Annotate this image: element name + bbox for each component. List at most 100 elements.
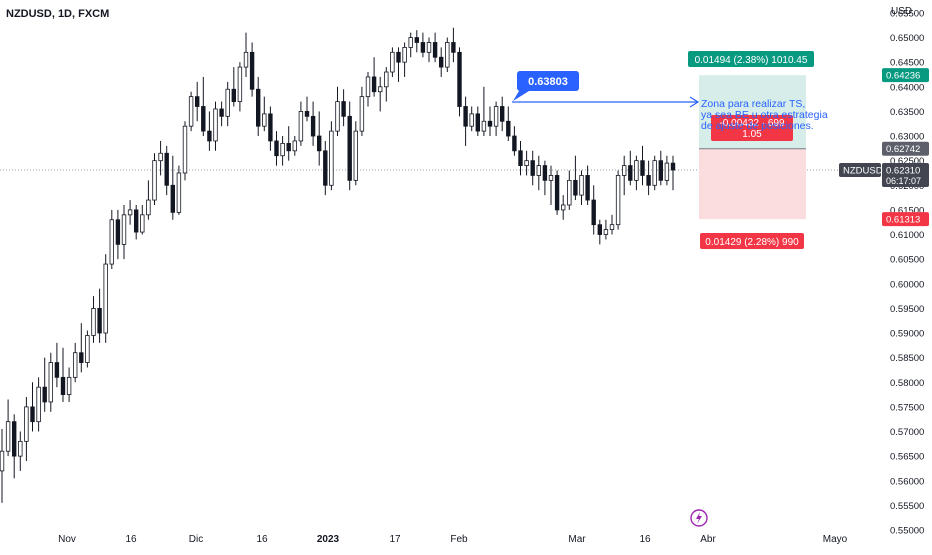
candle-body-down <box>432 42 438 58</box>
price-axis[interactable]: 0.65500 0.65000 0.64500 0.64000 0.63500 0.630… <box>839 8 929 537</box>
time-tick-label: Feb <box>450 534 468 545</box>
candle <box>316 111 322 166</box>
entry-price-label-text: 0.62742 <box>886 144 920 155</box>
time-tick-label: 16 <box>125 534 137 545</box>
symbol-price-tag: NZDUSD <box>839 163 883 178</box>
candle <box>384 67 389 102</box>
candle <box>262 96 267 132</box>
candle <box>640 145 645 186</box>
target-badge[interactable]: 0.01494 (2.38%) 1010.45 <box>688 51 814 67</box>
candle <box>402 42 407 77</box>
price-tick-label: 0.58000 <box>890 378 924 389</box>
candle <box>121 204 127 260</box>
candle-body-up <box>384 71 389 88</box>
candle <box>176 165 182 215</box>
stop-price-label-box <box>882 212 929 227</box>
candle <box>457 47 462 117</box>
candle <box>231 67 236 107</box>
stop-badge[interactable]: 0.01429 (2.28%) 990 <box>700 233 804 249</box>
candle-body-down <box>170 184 175 213</box>
candle-body-up <box>365 76 371 98</box>
candle-body-up <box>609 224 615 231</box>
countdown-text: 06:17:07 <box>886 176 921 186</box>
candle-body-up <box>121 214 127 245</box>
candle <box>335 86 340 137</box>
target-price-label-box <box>882 68 929 83</box>
candle-body-up <box>548 175 554 181</box>
candle <box>0 429 5 503</box>
candle-body-down <box>310 115 316 137</box>
candle-body-down <box>347 115 352 181</box>
candle-body-up <box>408 37 413 48</box>
candle-body-up <box>377 86 383 93</box>
candle-body-up <box>188 96 194 127</box>
candle <box>48 352 53 412</box>
candle-body-up <box>353 130 358 181</box>
price-tick-label: 0.59500 <box>890 304 924 315</box>
candle-body-up <box>24 406 29 442</box>
candle <box>201 76 206 137</box>
price-callout-box <box>517 71 579 91</box>
candle <box>11 414 17 479</box>
candle-body-down <box>512 135 517 152</box>
candle <box>164 145 169 196</box>
candle <box>359 86 365 137</box>
candle <box>219 101 224 127</box>
candle <box>585 165 590 205</box>
time-tick-label: 2023 <box>317 534 340 545</box>
candle <box>292 136 297 156</box>
candle-body-down <box>475 113 480 132</box>
price-tick-label: 0.61000 <box>890 230 924 241</box>
time-tick-label: 17 <box>389 534 401 545</box>
candle-body-up <box>652 160 657 186</box>
candle <box>5 399 11 457</box>
target-badge-text: 0.01494 (2.38%) 1010.45 <box>695 55 808 66</box>
lightning-icon[interactable] <box>690 509 708 527</box>
candle-body-down <box>658 160 663 181</box>
candle <box>377 76 383 112</box>
ratio-badge-text: 1.05 <box>742 129 762 140</box>
candle-body-down <box>463 106 468 127</box>
entry-price-label-box <box>882 141 929 156</box>
lightning-icon-bolt <box>696 512 702 524</box>
time-axis[interactable]: Nov 16 Dic 16 2023 17 Feb Mar 16 Abr Mayo <box>58 534 848 545</box>
candle-body-down <box>323 150 328 186</box>
candle <box>481 86 487 137</box>
note-text-line: ya sea BE u otra estrategia <box>701 109 828 121</box>
candle <box>371 57 377 97</box>
candle-body-down <box>506 120 511 137</box>
candle <box>286 126 291 161</box>
candle <box>463 96 468 146</box>
candle <box>664 155 670 186</box>
time-tick-label: Mar <box>568 534 586 545</box>
candle-body-down <box>573 179 578 196</box>
price-tick-label: 0.58500 <box>890 353 924 364</box>
candle-body-down <box>316 135 322 152</box>
candle <box>329 121 334 191</box>
candle <box>24 397 29 462</box>
candle <box>542 160 548 196</box>
candle-body-up <box>243 51 249 68</box>
candle-body-down <box>274 140 279 157</box>
candle <box>66 367 72 402</box>
symbol-tag-text: NZDUSD <box>843 166 883 177</box>
candle <box>414 30 419 53</box>
entry-price-label: 0.62742 <box>882 141 929 156</box>
candle <box>213 101 218 151</box>
candle <box>152 153 157 205</box>
price-callout[interactable]: 0.63803 <box>513 71 579 101</box>
candle-body-up <box>103 263 108 334</box>
price-tick-label: 0.59000 <box>890 329 924 340</box>
candle <box>628 150 633 186</box>
target-price-label-text: 0.64236 <box>886 71 920 82</box>
candle <box>524 150 529 176</box>
candle <box>188 91 194 132</box>
candle <box>60 347 66 402</box>
candle-body-down <box>646 175 651 186</box>
candle-body-down <box>487 120 493 127</box>
overlays: 0.63803 0.01494 (2.38%) 1010.45 0.01429 (2… <box>512 51 828 527</box>
